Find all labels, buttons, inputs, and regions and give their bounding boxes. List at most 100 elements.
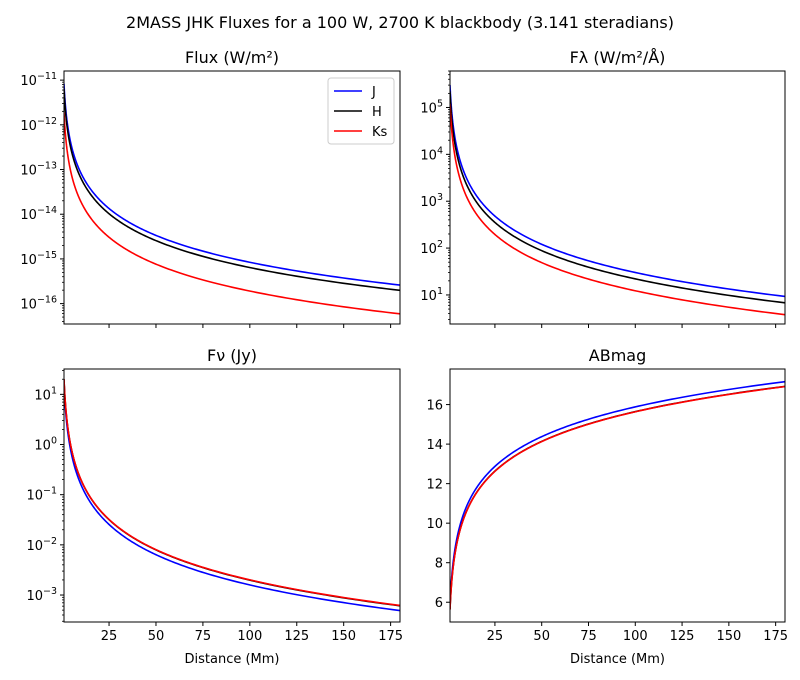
flux-ytick-exponent: −11 [37,71,57,82]
fnu-ytick-exponent: −3 [43,586,57,597]
abmag-series-ks [450,385,785,610]
fnu-ytick-base: 10 [26,589,43,604]
panel-flux: Flux (W/m²)10−1110−1210−1310−1410−1510−1… [20,48,401,328]
fnu-ytick-base: 10 [34,388,51,403]
fnu-xtick-label: 175 [378,629,403,644]
panel-abmag: ABmag 25 50 75 100 125 150 175 Distance (Mm) 6 8 10… [426,346,788,667]
fnu-ytick-label: 10−2 [26,536,57,554]
abmag-ytick-label: 12 [426,478,443,493]
fnu-title: Fν (Jy) [207,346,257,365]
flux-title: Flux (W/m²) [185,48,279,67]
flux-ytick-base: 10 [20,119,37,134]
abmag-xtick-label: 50 [533,629,550,644]
flambda-ytick-base: 10 [420,242,437,257]
flux-ytick-base: 10 [20,74,37,89]
flux-ytick-base: 10 [20,298,37,313]
abmag-xtick-label: 125 [670,629,695,644]
fnu-series-ks [64,379,400,607]
flux-ytick-label: 10−12 [20,116,57,134]
abmag-xtick-label: 75 [580,629,597,644]
legend-label-ks: Ks [372,125,388,140]
fnu-ytick-exponent: 0 [51,436,57,447]
flambda-ytick-label: 104 [420,145,443,163]
flambda-ytick-exponent: 5 [437,98,443,109]
flux-series-group [64,83,400,315]
fnu-ytick-base: 10 [26,539,43,554]
flux-ytick-label: 10−11 [20,71,57,89]
flambda-ytick-exponent: 1 [437,286,443,297]
abmag-ytick-label: 16 [426,399,443,414]
flambda-ytick-label: 101 [420,286,443,304]
flambda-ytick-base: 10 [420,195,437,210]
fnu-ytick-label: 101 [34,385,57,403]
fnu-xtick-label: 100 [237,629,262,644]
flux-axes-frame [63,70,401,325]
abmag-plot-area [450,369,785,622]
flux-ytick-base: 10 [20,208,37,223]
flux-ytick-exponent: −13 [37,161,57,172]
flux-ytick-exponent: −15 [37,250,57,261]
flambda-plot-area [450,71,785,324]
flambda-ytick-exponent: 4 [437,145,443,156]
fnu-plot-area [64,369,400,622]
legend-label-j: J [371,85,376,100]
flux-ytick-exponent: −12 [37,116,57,127]
abmag-ytick-label: 10 [426,517,443,532]
fnu-ytick-label: 100 [34,436,57,454]
abmag-xtick-label: 25 [487,629,504,644]
flambda-ytick-label: 103 [420,192,443,210]
abmag-xtick-label: 175 [763,629,788,644]
panels: Flux (W/m²)10−1110−1210−1310−1410−1510−1… [20,48,788,667]
fnu-ytick-exponent: −2 [43,536,57,547]
flambda-ytick-exponent: 2 [437,239,443,250]
abmag-axes-frame [449,368,786,623]
fnu-ytick-exponent: 1 [51,385,57,396]
flux-ytick-exponent: −16 [37,295,57,306]
fnu-axes-frame [63,368,401,623]
fnu-ytick-exponent: −1 [43,486,57,497]
abmag-xtick-label: 150 [716,629,741,644]
fnu-xtick-label: 150 [331,629,356,644]
flambda-series-group [450,85,785,316]
abmag-ytick-label: 14 [426,438,443,453]
flambda-ytick-label: 102 [420,239,443,257]
flambda-series-h [450,91,785,304]
fnu-ytick-base: 10 [34,439,51,454]
fnu-xtick-label: 125 [284,629,309,644]
flambda-ytick-base: 10 [420,148,437,163]
flambda-axes-frame [449,70,786,325]
abmag-xtick-label: 100 [623,629,648,644]
fnu-series-group [64,379,400,612]
fnu-ytick-base: 10 [26,489,43,504]
fnu-xlabel: Distance (Mm) [185,652,280,667]
flux-ytick-label: 10−13 [20,161,57,179]
fnu-xtick-label: 50 [148,629,165,644]
abmag-series-group [450,380,785,610]
flambda-ytick-label: 105 [420,98,443,116]
flux-ytick-exponent: −14 [37,205,57,216]
flux-ytick-base: 10 [20,253,37,268]
fnu-ytick-label: 10−3 [26,586,57,604]
flambda-ytick-exponent: 3 [437,192,443,203]
flux-ytick-label: 10−15 [20,250,57,268]
flambda-series-ks [450,103,785,316]
figure-title: 2MASS JHK Fluxes for a 100 W, 2700 K bla… [126,13,674,32]
flambda-ytick-base: 10 [420,101,437,116]
flux-ytick-base: 10 [20,164,37,179]
flux-ytick-label: 10−14 [20,205,57,223]
fnu-ytick-label: 10−1 [26,486,57,504]
abmag-ytick-label: 8 [435,557,443,572]
fnu-xtick-label: 75 [195,629,212,644]
flambda-ytick-base: 10 [420,289,437,304]
legend-label-h: H [372,105,382,120]
flux-legend: JH Ks [327,77,395,145]
flux-series-h [64,88,400,292]
abmag-xlabel: Distance (Mm) [570,652,665,667]
flux-series-ks [64,112,400,315]
fnu-xtick-label: 25 [101,629,118,644]
flambda-title: Fλ (W/m²/Å) [570,48,666,67]
flux-ytick-label: 10−16 [20,295,57,313]
